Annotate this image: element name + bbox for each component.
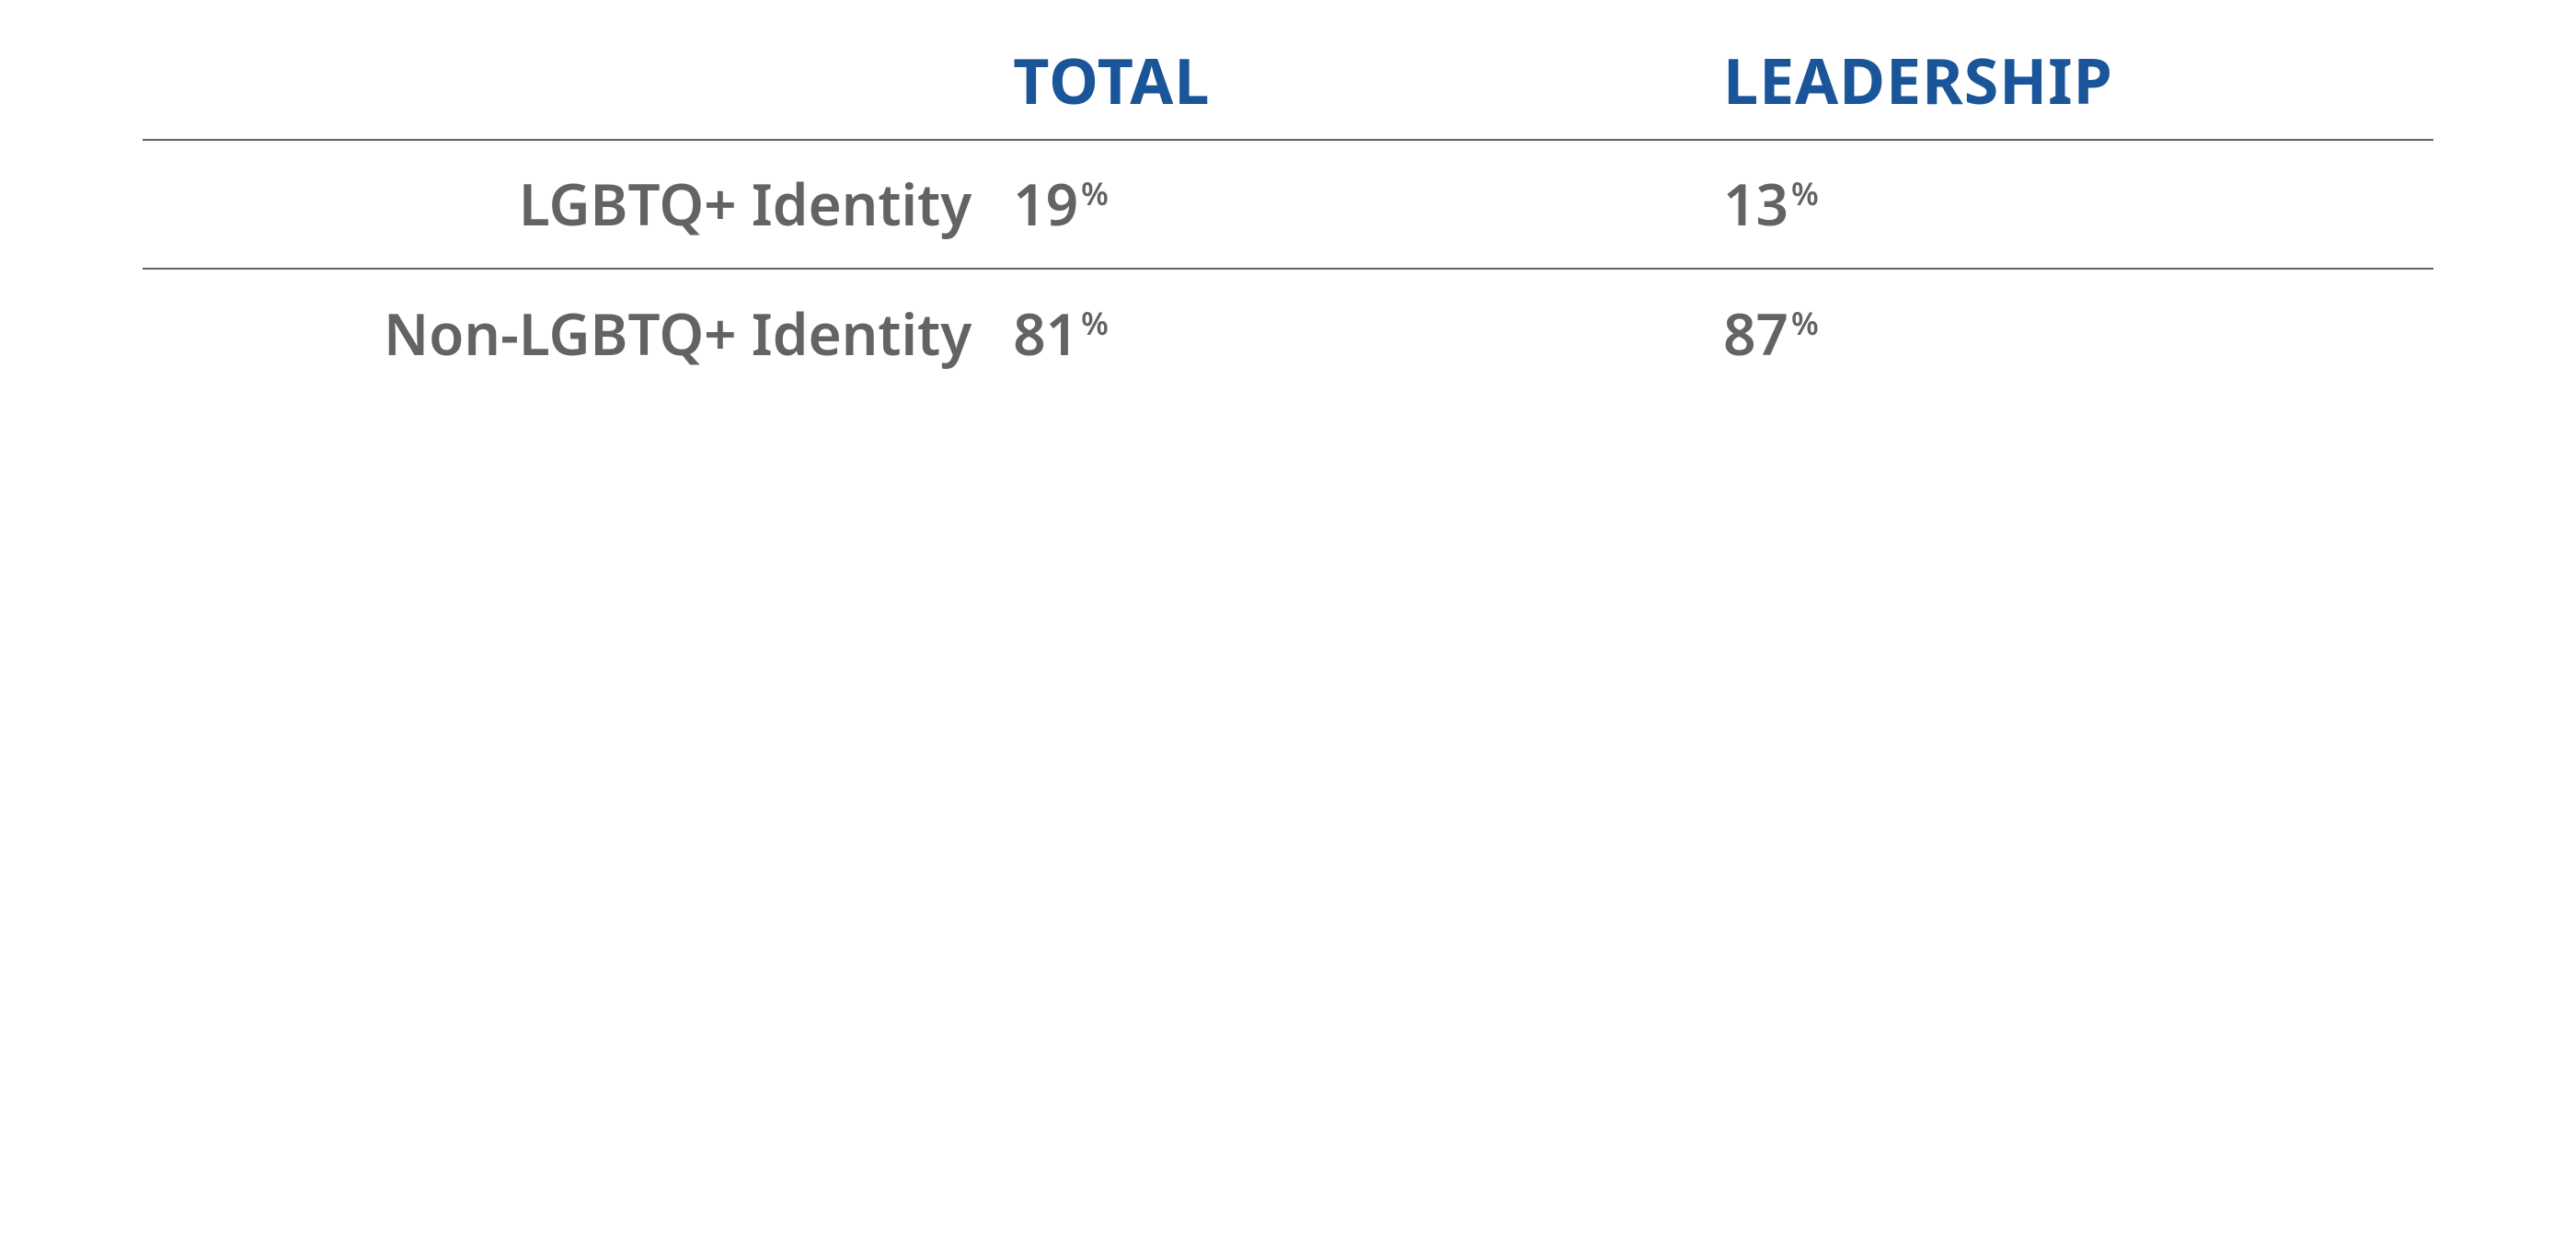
row-label: LGBTQ+ Identity <box>143 140 1013 269</box>
cell-value: 19 <box>1013 166 1078 243</box>
cell-leadership: 87% <box>1723 269 2433 397</box>
cell-total: 19% <box>1013 140 1723 269</box>
identity-table: TOTAL LEADERSHIP LGBTQ+ Identity 19% 13%… <box>143 37 2433 397</box>
cell-value: 13 <box>1723 166 1788 243</box>
percent-suffix: % <box>1791 172 1819 214</box>
row-label: Non-LGBTQ+ Identity <box>143 269 1013 397</box>
cell-value: 87 <box>1723 295 1788 373</box>
percent-suffix: % <box>1081 172 1109 214</box>
percent-suffix: % <box>1791 302 1819 344</box>
cell-value: 81 <box>1013 295 1078 373</box>
table-container: TOTAL LEADERSHIP LGBTQ+ Identity 19% 13%… <box>0 0 2576 397</box>
table-header-row: TOTAL LEADERSHIP <box>143 37 2433 140</box>
column-header-leadership: LEADERSHIP <box>1723 37 2433 140</box>
percent-suffix: % <box>1081 302 1109 344</box>
column-header-total: TOTAL <box>1013 37 1723 140</box>
cell-leadership: 13% <box>1723 140 2433 269</box>
column-header-blank <box>143 37 1013 140</box>
table-row: Non-LGBTQ+ Identity 81% 87% <box>143 269 2433 397</box>
cell-total: 81% <box>1013 269 1723 397</box>
table-row: LGBTQ+ Identity 19% 13% <box>143 140 2433 269</box>
